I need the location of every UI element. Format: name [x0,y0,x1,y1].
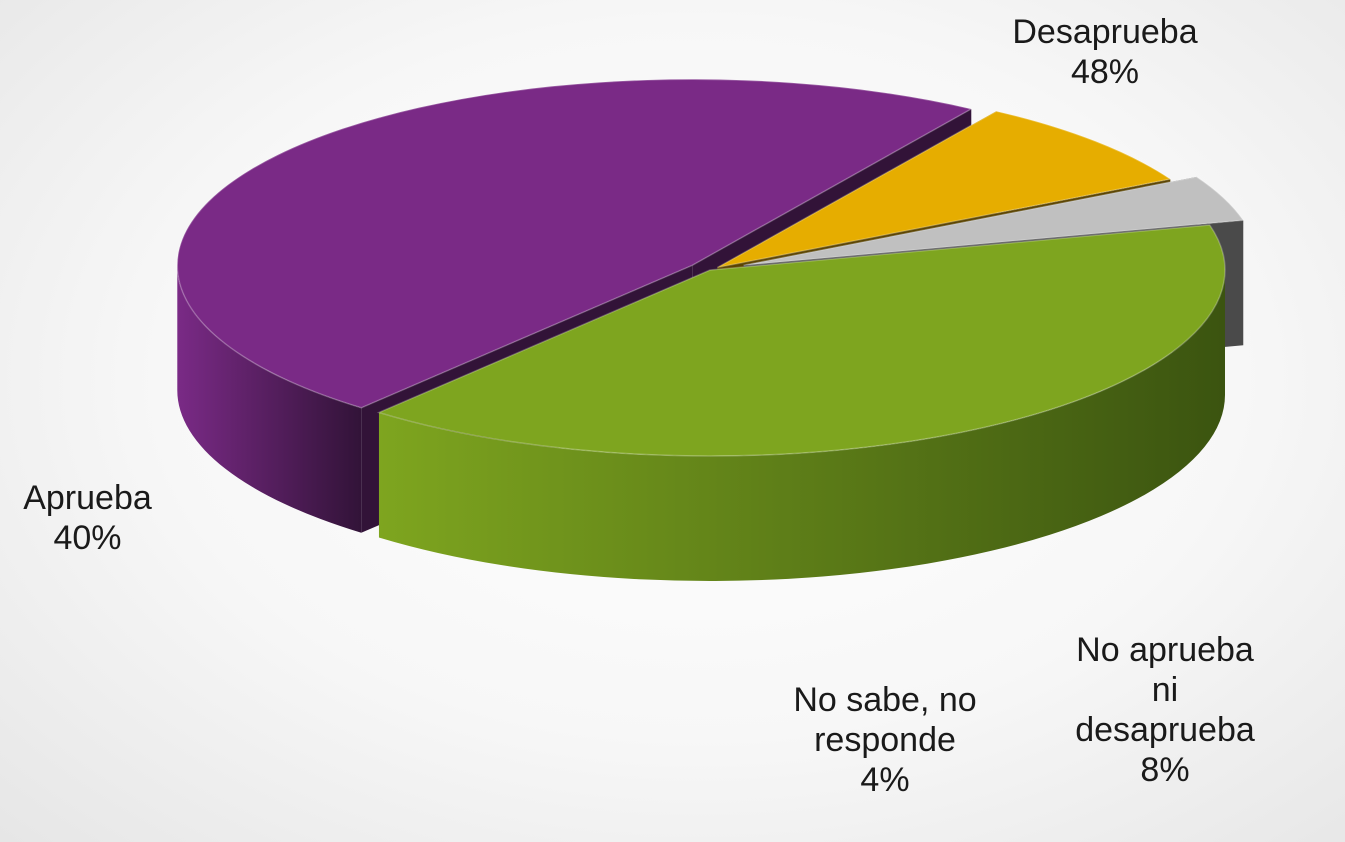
label-name: Desaprueba [1012,13,1198,51]
label-percent: 8% [1140,751,1190,789]
label-desaprueba: Desaprueba 48% [955,12,1255,92]
label-no-sabe-no-responde: No sabe, no responde 4% [760,680,1010,800]
slice-desaprueba [176,78,974,409]
label-name: Aprueba [23,479,152,517]
slice-side-0 [177,265,362,533]
label-name: No aprueba ni desaprueba [1075,631,1255,749]
label-percent: 40% [53,519,122,557]
label-percent: 4% [860,761,910,799]
label-percent: 48% [1070,53,1140,91]
slice-side-3 [378,270,1226,581]
slice-no-aprueba-ni-desaprueba [716,110,1173,269]
label-no-aprueba-ni-desaprueba: No aprueba ni desaprueba 8% [1065,630,1265,790]
label-aprueba: Aprueba 40% [0,478,175,558]
slice-aprueba [376,224,1226,457]
slice-no-sabe-no-responde [743,176,1245,267]
label-name: No sabe, no responde [793,681,977,759]
pie-tops [176,78,1245,457]
